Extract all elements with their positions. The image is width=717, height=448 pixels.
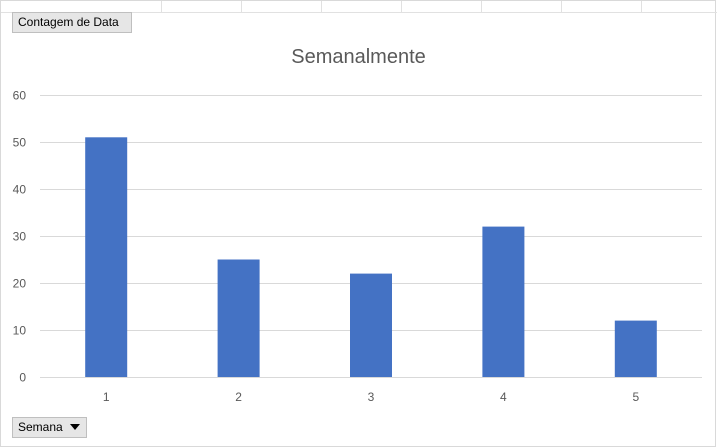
value-field-button[interactable]: Contagem de Data — [12, 12, 132, 33]
x-tick-label: 4 — [500, 390, 507, 404]
value-field-label: Contagem de Data — [18, 15, 119, 29]
chart-title: Semanalmente — [291, 46, 426, 68]
axis-field-button[interactable]: Semana — [12, 417, 87, 438]
bar[interactable] — [482, 226, 525, 377]
y-tick-label: 20 — [13, 277, 27, 291]
x-tick-label: 1 — [103, 390, 110, 404]
bar[interactable] — [350, 273, 392, 377]
x-tick-label: 5 — [632, 390, 639, 404]
sheet-gridlines — [1, 1, 717, 13]
x-tick-label: 2 — [235, 390, 242, 404]
y-tick-label: 0 — [19, 371, 26, 385]
y-tick-label: 40 — [13, 183, 27, 197]
dropdown-arrow-icon[interactable] — [69, 423, 80, 430]
bar[interactable] — [614, 320, 657, 377]
y-tick-label: 60 — [13, 89, 27, 103]
x-tick-label: 3 — [368, 390, 375, 404]
y-tick-label: 30 — [13, 230, 27, 244]
axis-field-label: Semana — [18, 420, 63, 434]
bar[interactable] — [217, 259, 260, 378]
y-tick-label: 50 — [13, 136, 27, 150]
y-tick-label: 10 — [13, 324, 27, 338]
bar[interactable] — [85, 137, 128, 377]
